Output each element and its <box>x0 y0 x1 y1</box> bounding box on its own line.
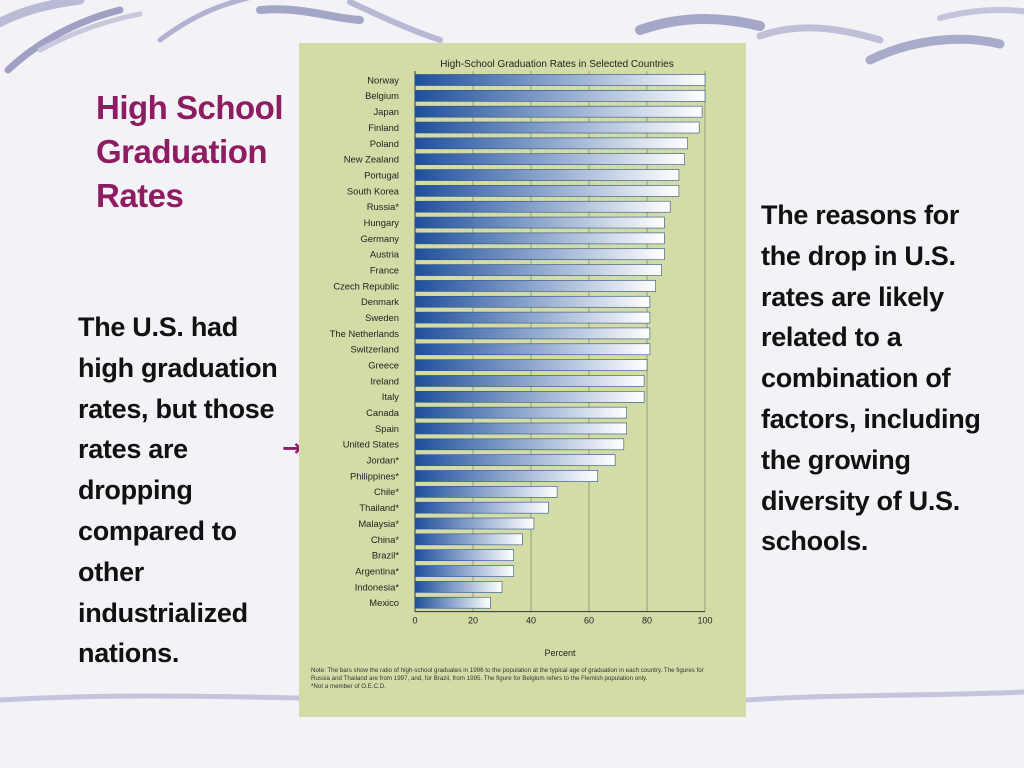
bar <box>414 486 558 498</box>
bar <box>414 311 651 324</box>
category-label: Thailand* <box>359 502 399 513</box>
bar <box>414 501 549 514</box>
right-body-text: The reasons for the drop in U.S. rates a… <box>761 200 981 557</box>
decor-stroke <box>0 693 301 703</box>
x-tick-label: 0 <box>412 616 417 626</box>
decor-stroke <box>4 6 124 74</box>
decor-stroke <box>743 689 1024 703</box>
left-body-text: The U.S. had high graduation rates, but … <box>78 312 278 669</box>
bar <box>414 200 671 213</box>
category-label: Brazil* <box>372 550 399 561</box>
bar <box>414 581 503 593</box>
category-label: Czech Republic <box>333 280 399 291</box>
category-label: Belgium <box>365 90 399 101</box>
bar <box>414 327 651 340</box>
bar <box>414 565 514 577</box>
category-label: Argentina* <box>355 565 399 576</box>
bar <box>414 216 665 229</box>
decor-stroke <box>937 7 1024 21</box>
bar <box>414 74 706 86</box>
bar-chart: High-School Graduation Rates in Selected… <box>311 59 713 690</box>
category-label: Denmark <box>361 296 399 307</box>
decor-stroke <box>635 13 765 35</box>
category-label: Spain <box>375 423 399 434</box>
decor-stroke <box>347 0 443 43</box>
bar <box>414 422 627 435</box>
bar <box>414 137 688 150</box>
category-label: Poland <box>370 138 399 149</box>
bar <box>414 596 491 609</box>
category-label: The Netherlands <box>330 328 400 339</box>
x-tick-label: 20 <box>468 616 478 626</box>
category-label: New Zealand <box>344 154 399 165</box>
bar <box>414 232 665 245</box>
bar <box>414 470 598 482</box>
bar <box>414 153 686 165</box>
bar <box>414 359 648 371</box>
bar <box>414 533 523 546</box>
category-label: Ireland <box>370 375 399 386</box>
category-label: South Korea <box>347 185 400 196</box>
chart-note-wrapper: Note: The bars show the ratio of high-sc… <box>311 667 704 690</box>
bar <box>414 248 665 261</box>
chart-footnote: *Not a member of O.E.C.D. <box>311 682 386 690</box>
decor-stroke <box>0 0 85 28</box>
category-label: Italy <box>382 391 400 402</box>
decor-stroke <box>37 11 143 53</box>
category-label: Austria <box>370 249 400 260</box>
category-label: Chile* <box>374 486 399 497</box>
category-label: Malaysia* <box>358 518 399 529</box>
bar <box>414 438 625 451</box>
bar <box>414 549 514 562</box>
category-label: Philippines* <box>350 470 399 481</box>
slide-title: High School Graduation Rates <box>96 89 284 214</box>
category-label: Portugal <box>364 169 399 180</box>
bar <box>414 343 651 356</box>
bar <box>414 121 700 134</box>
bar <box>414 295 651 308</box>
category-label: Russia* <box>367 201 400 212</box>
category-label: Hungary <box>364 217 400 228</box>
category-label: China* <box>371 534 399 545</box>
category-label: United States <box>343 439 400 450</box>
bar <box>414 169 680 181</box>
bar <box>414 280 656 292</box>
category-label: Indonesia* <box>355 581 400 592</box>
category-label: France <box>370 264 399 275</box>
bar <box>414 454 616 466</box>
x-tick-label: 100 <box>697 616 712 626</box>
decor-stroke <box>157 0 250 43</box>
category-label: Sweden <box>365 312 399 323</box>
arrow-right-icon: → <box>282 434 303 462</box>
category-label: Jordan* <box>367 455 400 466</box>
bar <box>414 375 645 387</box>
category-label: Mexico <box>369 597 399 608</box>
category-label: Canada <box>366 407 400 418</box>
bar <box>414 406 627 419</box>
bar <box>414 517 535 530</box>
x-tick-label: 40 <box>526 616 536 626</box>
bar <box>414 90 706 102</box>
x-tick-label: 80 <box>642 616 652 626</box>
bar <box>414 390 645 403</box>
chart-panel: High-School Graduation Rates in Selected… <box>299 43 746 717</box>
category-label: Japan <box>373 106 399 117</box>
chart-title: High-School Graduation Rates in Selected… <box>440 59 673 70</box>
decor-stroke <box>865 34 1005 65</box>
decor-stroke <box>756 24 884 44</box>
category-label: Norway <box>367 74 399 85</box>
bar <box>414 105 703 118</box>
bar <box>414 185 680 197</box>
category-label: Finland <box>368 122 399 133</box>
category-label: Switzerland <box>351 344 399 355</box>
bar <box>414 264 662 276</box>
category-label: Germany <box>360 233 399 244</box>
x-axis-label: Percent <box>544 648 576 658</box>
category-label: Greece <box>368 360 399 371</box>
decor-stroke <box>256 5 364 24</box>
x-tick-label: 60 <box>584 616 594 626</box>
chart-note: Note: The bars show the ratio of high-sc… <box>311 667 704 682</box>
